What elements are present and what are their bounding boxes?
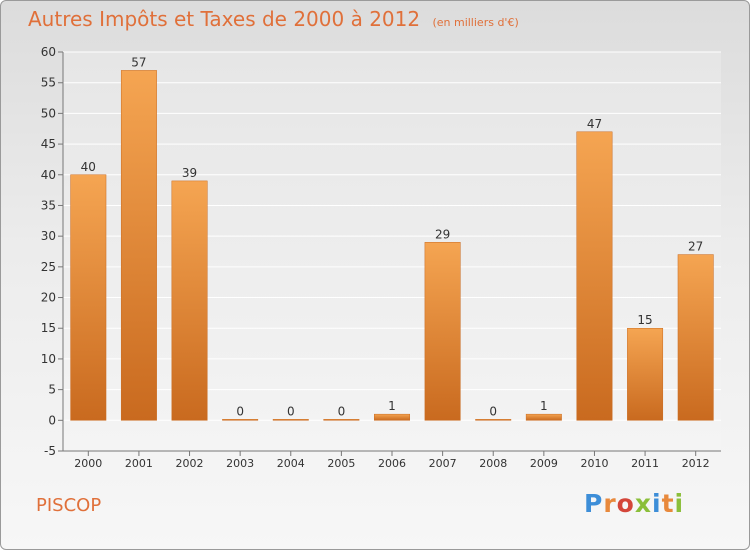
y-tick-label: 5 (48, 383, 56, 397)
y-tick-label: 40 (41, 168, 56, 182)
chart-title-main: Autres Impôts et Taxes de 2000 à 2012 (28, 7, 421, 31)
y-tick-label: 35 (41, 198, 56, 212)
bar (576, 131, 613, 421)
logo-letter: P (584, 489, 604, 518)
bar (70, 174, 107, 421)
y-tick-label: 15 (41, 321, 56, 335)
x-tick-label: 2012 (682, 457, 710, 470)
bar-value-label: 0 (287, 404, 295, 418)
bar-value-label: 1 (388, 399, 396, 413)
y-tick-label: 0 (48, 413, 56, 427)
logo-letter: i (652, 489, 662, 518)
bar-value-label: 47 (587, 117, 602, 131)
bar-value-label: 1 (540, 399, 548, 413)
bar (525, 413, 562, 421)
bar-value-label: 29 (435, 227, 450, 241)
commune-name: PISCOP (36, 495, 102, 516)
x-tick-label: 2002 (176, 457, 204, 470)
bar-value-label: 39 (182, 166, 197, 180)
x-tick-label: 2009 (530, 457, 558, 470)
bar-value-label: 57 (131, 55, 146, 69)
x-tick-label: 2001 (125, 457, 153, 470)
x-tick-label: 2010 (580, 457, 608, 470)
x-tick-label: 2003 (226, 457, 254, 470)
proxiti-logo: Proxiti (584, 489, 684, 518)
bar (475, 419, 512, 421)
bar (627, 327, 664, 421)
logo-letter: t (661, 489, 675, 518)
bar-value-label: 0 (489, 404, 497, 418)
y-tick-label: 50 (41, 106, 56, 120)
y-tick-label: 60 (41, 45, 56, 59)
bar (677, 254, 714, 421)
chart-title: Autres Impôts et Taxes de 2000 à 2012 (e… (28, 7, 519, 31)
bar-value-label: 0 (338, 404, 346, 418)
x-tick-label: 2011 (631, 457, 659, 470)
x-tick-label: 2007 (429, 457, 457, 470)
y-tick-label: 10 (41, 352, 56, 366)
bar (222, 419, 259, 421)
bar (424, 242, 461, 421)
bar (120, 70, 157, 421)
y-tick-label: 55 (41, 76, 56, 90)
chart-subtitle: (en milliers d'€) (432, 16, 519, 29)
bar (171, 180, 208, 421)
x-tick-label: 2004 (277, 457, 305, 470)
y-tick-label: 20 (41, 291, 56, 305)
x-tick-label: 2000 (74, 457, 102, 470)
bar-value-label: 27 (688, 240, 703, 254)
x-tick-label: 2006 (378, 457, 406, 470)
logo-letter: r (603, 489, 617, 518)
logo-letter: i (674, 489, 685, 518)
bar (272, 419, 309, 421)
bar-value-label: 0 (236, 404, 244, 418)
y-tick-label: -5 (44, 444, 56, 458)
bar (323, 419, 360, 421)
x-tick-label: 2008 (479, 457, 507, 470)
logo-letter: o (616, 489, 635, 518)
bar-value-label: 15 (637, 313, 652, 327)
bar-value-label: 40 (81, 160, 96, 174)
y-tick-label: 45 (41, 137, 56, 151)
y-tick-label: 25 (41, 260, 56, 274)
y-tick-label: 30 (41, 229, 56, 243)
plot-area (63, 52, 721, 451)
bar (374, 413, 410, 421)
logo-letter: x (634, 489, 652, 518)
x-tick-label: 2005 (327, 457, 355, 470)
